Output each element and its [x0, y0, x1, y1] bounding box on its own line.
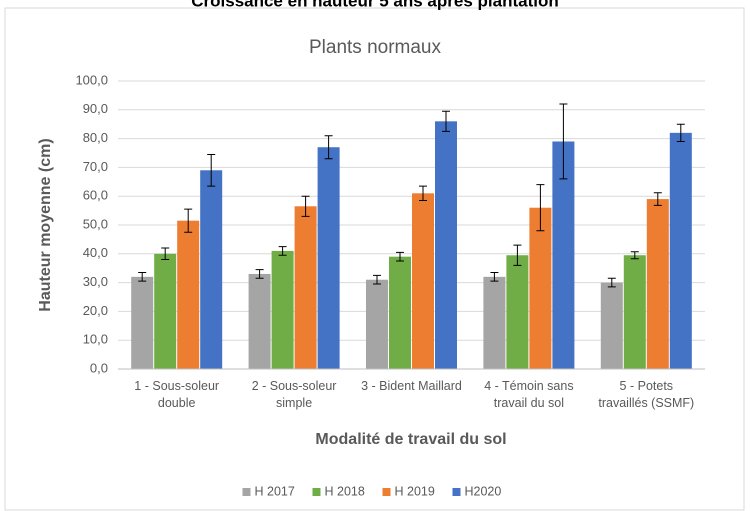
- error-bar: [161, 247, 170, 261]
- bar: [294, 206, 317, 369]
- y-tick-label: 40,0: [83, 245, 108, 260]
- x-tick-label: 4 - Témoin sans travail du sol: [484, 379, 574, 410]
- error-bar: [630, 251, 639, 260]
- y-tick-label: 0,0: [90, 360, 108, 375]
- bar: [317, 147, 340, 369]
- x-tick-label: 3 - Bident Maillard: [361, 379, 462, 393]
- error-bar: [536, 184, 545, 232]
- error-bar: [396, 251, 404, 262]
- error-bar: [490, 272, 499, 282]
- y-axis-label: Hauteur moyenne (cm): [37, 138, 54, 311]
- bar: [623, 255, 646, 369]
- error-bar: [513, 244, 522, 266]
- legend-label: H2020: [465, 484, 502, 498]
- bar: [389, 256, 411, 369]
- bar: [271, 250, 294, 369]
- chart-subtitle: Plants normaux: [309, 37, 442, 58]
- y-tick-label: 70,0: [83, 159, 108, 174]
- legend-label: H 2019: [395, 484, 435, 498]
- bar: [483, 276, 506, 369]
- legend-swatch: [312, 488, 321, 496]
- legend-label: H 2018: [325, 484, 365, 498]
- bar: [248, 273, 271, 369]
- bar: [529, 207, 552, 369]
- y-tick-label: 30,0: [83, 274, 108, 289]
- error-bar: [419, 185, 427, 202]
- error-bar: [653, 192, 662, 206]
- bar: [435, 121, 457, 369]
- bar: [131, 276, 154, 369]
- error-bar: [138, 272, 147, 282]
- error-bar: [301, 195, 310, 217]
- bar: [412, 193, 434, 369]
- error-bar: [373, 274, 381, 285]
- error-bar: [676, 123, 685, 142]
- legend-swatch: [452, 488, 461, 496]
- bar: [366, 279, 388, 369]
- y-tick-label: 100,0: [75, 72, 108, 87]
- y-tick-label: 60,0: [83, 188, 108, 203]
- chart-title: Croissance en hauteur 5 ans après planta…: [191, 0, 559, 10]
- bar: [154, 253, 177, 369]
- error-bar: [184, 208, 193, 233]
- bar: [669, 132, 692, 369]
- error-bar: [207, 153, 216, 187]
- error-bar: [607, 277, 616, 288]
- legend-swatch: [382, 488, 391, 496]
- y-tick-label: 90,0: [83, 101, 108, 116]
- legend-label: H 2017: [255, 484, 295, 498]
- bar: [646, 199, 669, 369]
- y-tick-label: 50,0: [83, 216, 108, 231]
- error-bar: [442, 110, 450, 132]
- x-tick-label: 5 - Potets travaillés (SSMF): [598, 379, 695, 410]
- x-tick-label: 2 - Sous-soleur simple: [251, 379, 337, 410]
- chart-frame: [4, 7, 745, 511]
- x-tick-label: 1 - Sous-soleur double: [134, 379, 220, 410]
- bar: [600, 282, 623, 369]
- y-tick-label: 20,0: [83, 303, 108, 318]
- bar: [177, 220, 200, 369]
- bar: [200, 170, 223, 369]
- error-bar: [324, 135, 333, 160]
- bar: [552, 141, 575, 369]
- y-tick-label: 10,0: [83, 332, 108, 347]
- y-tick-label: 80,0: [83, 130, 108, 145]
- error-bar: [559, 103, 568, 180]
- legend-swatch: [242, 488, 251, 496]
- bar: [506, 255, 529, 369]
- error-bar: [278, 246, 287, 256]
- error-bar: [255, 269, 264, 279]
- x-axis-label: Modalité de travail du sol: [315, 431, 506, 448]
